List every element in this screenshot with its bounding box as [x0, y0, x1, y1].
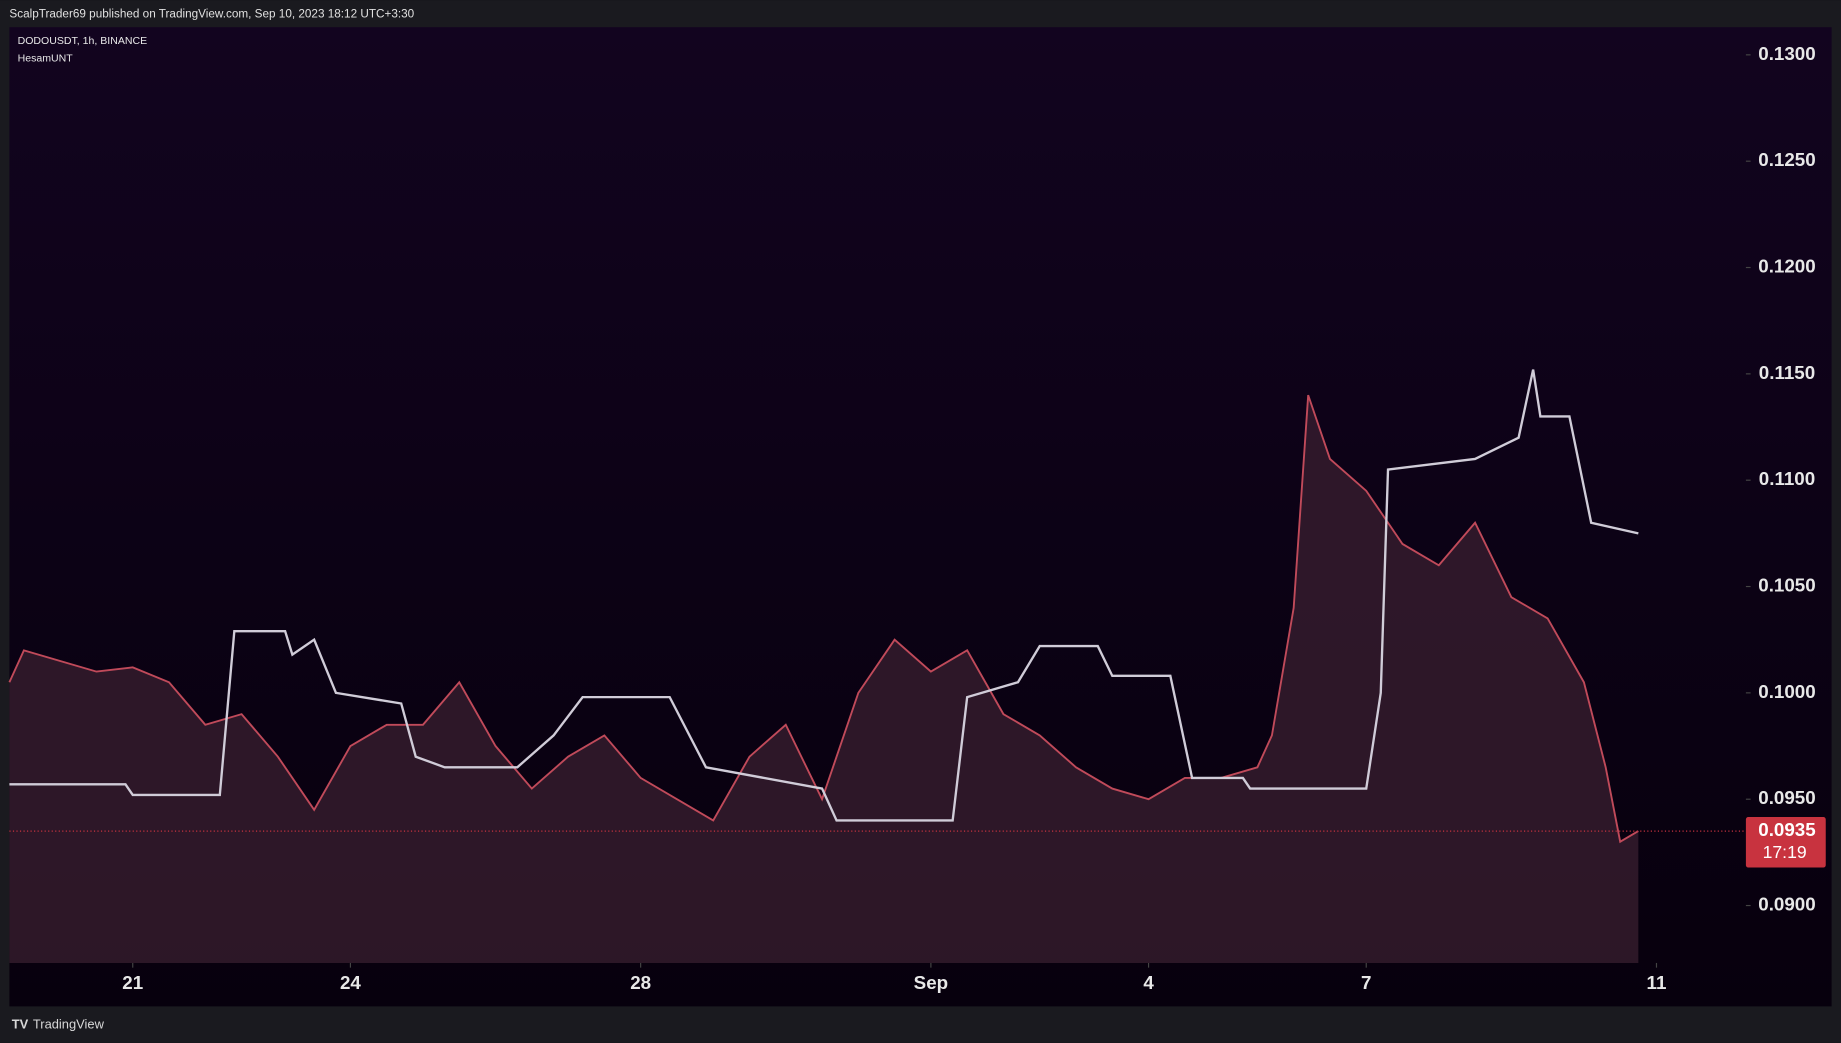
price-area	[9, 395, 1639, 963]
last-price-label: 0.0935	[1758, 819, 1815, 840]
y-tick-label: 0.1050	[1758, 574, 1815, 595]
indicator-name: HesamUNT	[18, 53, 74, 65]
x-tick-label: 28	[630, 972, 651, 993]
x-tick-label: 21	[122, 972, 143, 993]
y-tick-label: 0.1200	[1758, 255, 1815, 276]
y-tick-label: 0.1150	[1759, 362, 1815, 383]
y-tick-label: 0.1250	[1758, 149, 1815, 170]
last-price-box	[1745, 817, 1826, 868]
header-text: ScalpTrader69 published on TradingView.c…	[9, 7, 414, 20]
price-line	[8, 394, 1639, 844]
indicator-line	[9, 369, 1639, 822]
y-tick-label: 0.1300	[1758, 43, 1815, 64]
symbol: DODOUSDT, 1h, BINANCE	[18, 35, 148, 47]
y-tick-label: 0.1000	[1758, 681, 1815, 702]
countdown: 17:19	[1763, 842, 1807, 862]
y-tick-label: 0.0900	[1758, 893, 1815, 914]
footer-text: TradingView	[33, 1017, 105, 1032]
x-tick-label: 24	[340, 972, 361, 993]
y-tick-label: 0.0950	[1758, 787, 1815, 808]
x-tick-label: 4	[1143, 972, 1154, 993]
y-tick-label: 0.1100	[1759, 468, 1815, 489]
x-tick-label: 11	[1647, 972, 1667, 993]
x-tick-label: 7	[1361, 972, 1371, 993]
x-tick-label: Sep	[914, 972, 948, 993]
logo: TV	[12, 1017, 29, 1032]
